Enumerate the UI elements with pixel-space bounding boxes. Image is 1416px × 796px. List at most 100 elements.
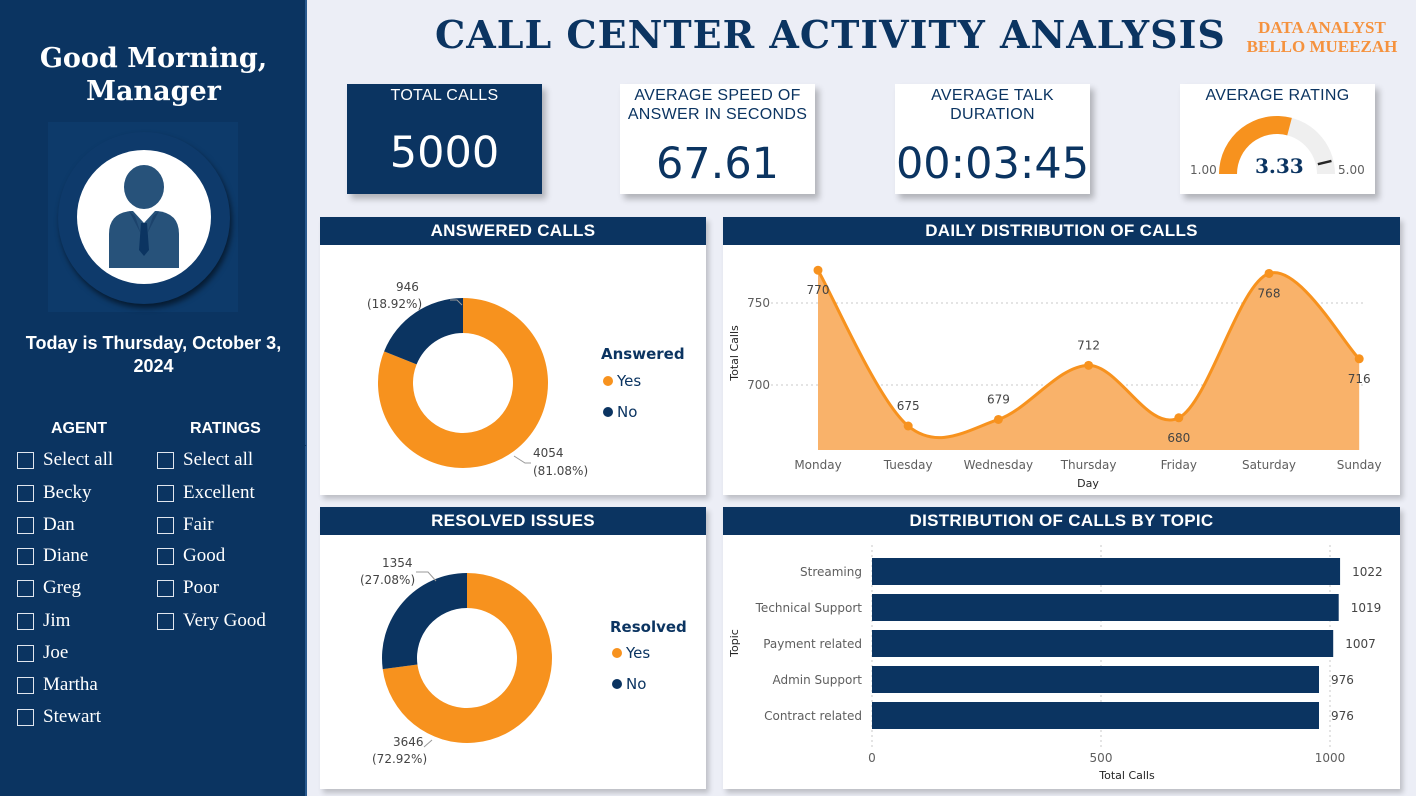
y-tick-label: 750 — [747, 296, 770, 310]
daily-distribution-panel: DAILY DISTRIBUTION OF CALLS 750 700 Tota… — [723, 217, 1400, 495]
option-label: Poor — [183, 577, 219, 598]
topic-distribution-panel: DISTRIBUTION OF CALLS BY TOPIC Topic Tot… — [723, 507, 1400, 789]
data-point[interactable] — [813, 265, 823, 275]
bar-value-label: 976 — [1331, 709, 1354, 723]
option-label: Excellent — [183, 482, 255, 503]
legend-item-no[interactable]: No — [626, 675, 646, 693]
rating-gauge: 3.33 1.00 5.00 — [1190, 116, 1365, 178]
legend-item-no[interactable]: No — [617, 403, 637, 421]
agent-option-martha[interactable]: Martha — [17, 674, 98, 696]
gauge-max: 5.00 — [1338, 163, 1365, 177]
checkbox[interactable] — [157, 547, 174, 565]
data-label: 716 — [1348, 372, 1371, 386]
data-label: 768 — [1258, 286, 1281, 300]
bar-value-label: 1022 — [1352, 565, 1383, 579]
x-tick-label: Sunday — [1337, 458, 1382, 472]
kpi-value: 67.61 — [655, 139, 780, 189]
data-point[interactable] — [1084, 360, 1094, 370]
agent-option-greg[interactable]: Greg — [17, 577, 81, 599]
option-label: Martha — [43, 674, 98, 695]
option-label: Very Good — [183, 610, 266, 631]
slice-label-no: 1354 — [382, 556, 413, 570]
agent-option-select-all[interactable]: Select all — [17, 449, 113, 471]
x-tick-label: 500 — [1090, 751, 1113, 765]
rating-option-excellent[interactable]: Excellent — [157, 482, 255, 504]
kpi-label: AVERAGE RATING — [1205, 87, 1350, 104]
agent-option-stewart[interactable]: Stewart — [17, 706, 101, 728]
bar[interactable] — [872, 666, 1320, 693]
rating-option-fair[interactable]: Fair — [157, 514, 214, 536]
agent-option-becky[interactable]: Becky — [17, 482, 92, 504]
legend-title: Resolved — [610, 618, 687, 636]
checkbox[interactable] — [17, 579, 34, 597]
checkbox[interactable] — [157, 612, 174, 630]
data-point[interactable] — [1264, 268, 1274, 278]
data-point[interactable] — [1174, 413, 1184, 423]
leader-line — [423, 739, 433, 748]
x-tick-label: Tuesday — [883, 458, 933, 472]
rating-option-select-all[interactable]: Select all — [157, 449, 253, 471]
option-label: Dan — [43, 514, 75, 535]
data-point[interactable] — [903, 421, 913, 431]
checkbox[interactable] — [157, 451, 174, 469]
slice-label-yes: 4054 — [533, 446, 564, 460]
y-tick-label: Streaming — [800, 565, 862, 579]
option-label: Stewart — [43, 706, 102, 727]
donut-slice-no[interactable] — [382, 573, 467, 670]
slice-percent-yes: (81.08%) — [533, 464, 588, 478]
x-axis-title: Total Calls — [1098, 769, 1155, 782]
slicer-divider — [18, 445, 306, 446]
checkbox[interactable] — [17, 708, 34, 726]
legend-item-yes[interactable]: Yes — [616, 372, 641, 390]
legend-dot-no — [603, 407, 613, 417]
agent-option-jim[interactable]: Jim — [17, 610, 70, 632]
leader-line — [513, 455, 531, 464]
checkbox[interactable] — [17, 451, 34, 469]
area-fill — [818, 270, 1360, 450]
bar[interactable] — [872, 630, 1334, 657]
data-label: 712 — [1077, 338, 1100, 352]
agent-option-joe[interactable]: Joe — [17, 642, 68, 664]
checkbox[interactable] — [157, 579, 174, 597]
legend-dot-yes — [612, 648, 622, 658]
x-tick-label: Saturday — [1242, 458, 1296, 472]
donut-slice-no[interactable] — [384, 298, 463, 365]
legend-dot-yes — [603, 376, 613, 386]
kpi-total-calls: TOTAL CALLS 5000 — [347, 84, 542, 194]
legend-item-yes[interactable]: Yes — [625, 644, 650, 662]
checkbox[interactable] — [17, 484, 34, 502]
ratings-slicer-title: RATINGS — [190, 420, 261, 437]
donut-slice-yes[interactable] — [382, 573, 552, 743]
rating-option-very-good[interactable]: Very Good — [157, 610, 266, 632]
gauge-value: 3.33 — [1255, 154, 1304, 178]
checkbox[interactable] — [17, 516, 34, 534]
kpi-label-line: DURATION — [950, 106, 1035, 123]
data-label: 675 — [897, 399, 920, 413]
x-tick-label: Wednesday — [964, 458, 1033, 472]
kpi-avg-rating: AVERAGE RATING 3.33 1.00 5.00 — [1180, 84, 1375, 194]
kpi-label-line: ANSWER IN SECONDS — [627, 106, 808, 123]
kpi-value: 5000 — [389, 128, 500, 178]
checkbox[interactable] — [17, 547, 34, 565]
bar[interactable] — [872, 558, 1341, 585]
y-tick-label: Contract related — [764, 709, 862, 723]
bar[interactable] — [872, 702, 1320, 729]
donut-slice-yes[interactable] — [378, 298, 548, 468]
checkbox[interactable] — [157, 516, 174, 534]
rating-option-poor[interactable]: Poor — [157, 577, 219, 599]
checkbox[interactable] — [17, 644, 34, 662]
checkbox[interactable] — [17, 676, 34, 694]
data-point[interactable] — [1354, 354, 1364, 364]
agent-option-diane[interactable]: Diane — [17, 545, 88, 567]
rating-option-good[interactable]: Good — [157, 545, 225, 567]
avatar — [77, 150, 211, 284]
page-title: CALL CENTER ACTIVITY ANALYSIS — [435, 12, 1226, 57]
data-point[interactable] — [993, 414, 1003, 424]
checkbox[interactable] — [17, 612, 34, 630]
agent-option-dan[interactable]: Dan — [17, 514, 75, 536]
bar[interactable] — [872, 594, 1339, 621]
y-tick-label: Technical Support — [755, 601, 863, 615]
slice-percent-no: (27.08%) — [360, 573, 415, 587]
answered-calls-panel: ANSWERED CALLS 946 (18.92%) 4054 (81.08%… — [320, 217, 706, 495]
checkbox[interactable] — [157, 484, 174, 502]
